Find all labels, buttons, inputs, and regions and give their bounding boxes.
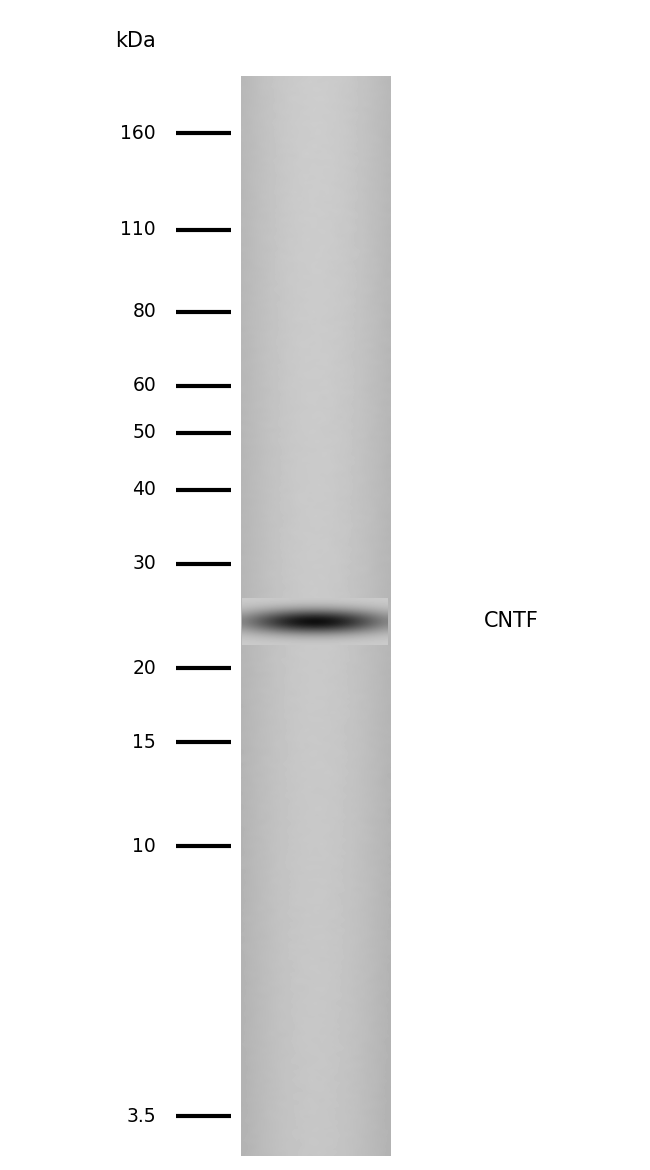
Text: 110: 110 (120, 220, 156, 240)
Text: 50: 50 (132, 424, 156, 442)
Text: 15: 15 (132, 732, 156, 751)
Text: 3.5: 3.5 (126, 1107, 156, 1126)
Text: 30: 30 (132, 555, 156, 573)
Text: 10: 10 (132, 837, 156, 856)
Text: 40: 40 (132, 481, 156, 500)
Text: kDa: kDa (115, 30, 156, 51)
Text: 60: 60 (132, 376, 156, 395)
Text: 80: 80 (132, 302, 156, 321)
Text: 20: 20 (132, 659, 156, 677)
Text: CNTF: CNTF (484, 611, 539, 632)
Text: 160: 160 (120, 124, 156, 143)
